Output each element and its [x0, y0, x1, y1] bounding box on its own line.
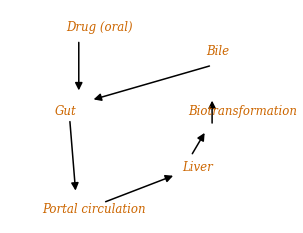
Text: Drug (oral): Drug (oral) [67, 21, 133, 34]
Text: Biotransformation: Biotransformation [188, 105, 297, 118]
Text: Liver: Liver [182, 161, 212, 174]
Text: Gut: Gut [55, 105, 76, 118]
Text: Portal circulation: Portal circulation [42, 203, 146, 216]
Text: Bile: Bile [206, 45, 229, 58]
